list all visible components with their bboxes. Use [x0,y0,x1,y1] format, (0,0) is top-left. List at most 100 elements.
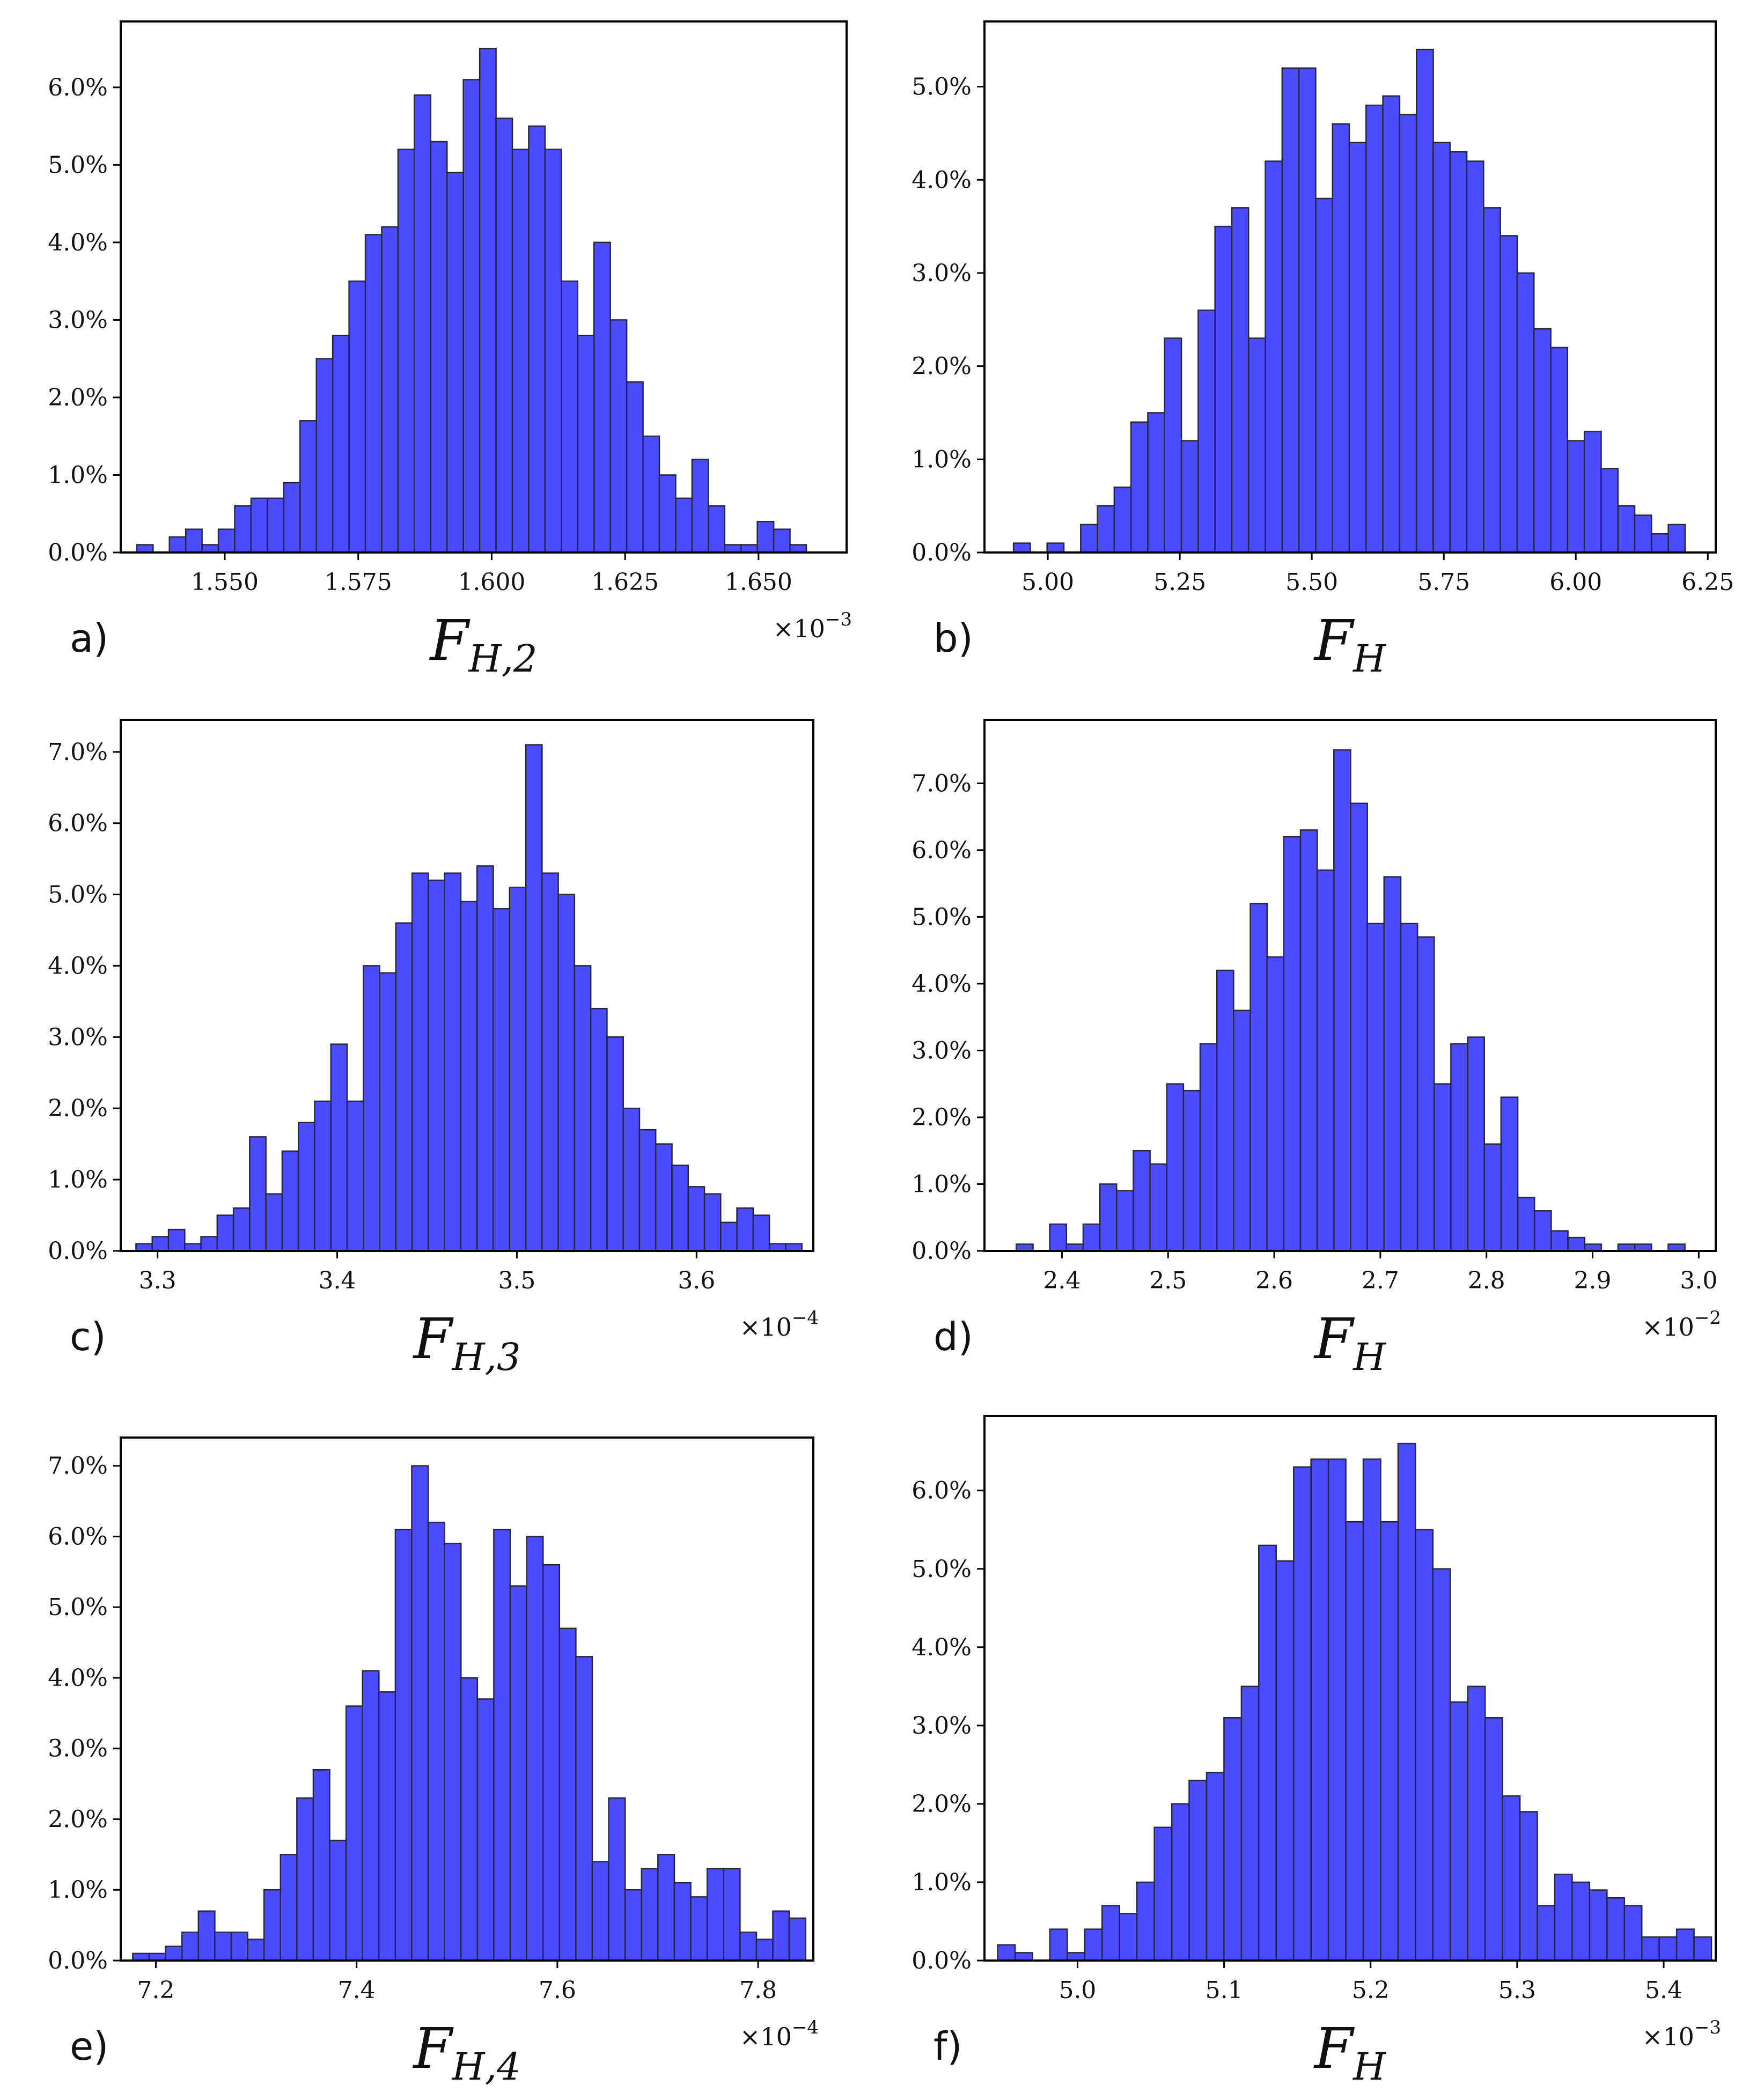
histogram-bar [1188,1779,1208,1962]
x-offset-label: ×10−4 [740,2017,819,2051]
histogram-bar [197,1910,216,1962]
x-offset-exponent: −3 [1694,2017,1721,2038]
histogram-bar [1550,1230,1569,1252]
histogram-bar [1240,1685,1260,1962]
x-axis-label-main: F [412,1306,454,1372]
histogram-bar [509,887,527,1252]
y-tick-label: 4.0% [912,1634,972,1661]
histogram-bar [558,1627,577,1962]
histogram-bar [1567,1236,1585,1252]
histogram-bar [216,1214,234,1252]
panel-e: 0.0% 1.0% 2.0% 3.0% 4.0% 5.0% 6.0% 7.0% 7.2 7.4 7.… [48,1436,819,2089]
histogram-bar [1153,1826,1173,1962]
x-tick-label: 3.4 [319,1267,356,1294]
histogram-bar [673,1882,692,1962]
histogram-bar [638,1129,657,1252]
histogram-bar [249,1136,267,1252]
y-tick-label: 0.0% [48,1947,108,1974]
histogram-bar [1365,105,1384,554]
histogram-bar [263,1889,282,1962]
x-axis-label: FH [1313,608,1387,681]
y-tick-label: 6.0% [48,1523,108,1550]
y-tick-label: 0.0% [912,539,972,566]
histogram-bar [1467,1685,1486,1962]
axes-frame [120,20,848,554]
histogram-bar [460,901,478,1252]
histogram-bar [493,1529,511,1962]
histogram-bar [1366,923,1385,1252]
histogram-bar [687,1186,705,1252]
y-tick-label: 0.0% [912,1947,972,1974]
y-tick-label: 6.0% [912,837,972,864]
x-axis-label-subscript: H,2 [468,637,538,681]
histogram-bar [541,872,559,1252]
histogram-bar [591,1861,609,1962]
x-axis-label: FH [1313,2016,1387,2089]
x-tick-label: 5.2 [1352,1977,1390,2004]
x-offset-label: ×10−3 [1642,2017,1721,2051]
histogram-bar [444,872,462,1252]
histogram-bar [690,1896,708,1962]
histogram-bar [296,1797,314,1962]
histogram-bar [234,505,252,554]
histogram-bar [414,94,432,554]
histogram-bar [1082,1223,1101,1252]
y-tick-label: 6.0% [912,1477,972,1505]
histogram-bar [1449,151,1468,554]
histogram-bar [1133,1150,1151,1252]
histogram-bar [345,1705,363,1962]
panel-b: 0.0% 1.0% 2.0% 3.0% 4.0% 5.0% 5.00 5.25 5.50 5.75… [912,20,1734,681]
x-offset-label: ×10−2 [1642,1307,1721,1342]
x-tick-label: 7.4 [338,1977,376,2004]
histogram-bar [1399,114,1417,554]
histogram-bar [544,149,562,554]
y-tick-label: 6.0% [48,810,108,837]
histogram-bar [185,528,203,554]
histogram-bar [1116,1190,1134,1252]
histogram-bar [1516,272,1535,554]
histogram-bar [1327,1458,1347,1962]
y-tick-label: 1.0% [48,461,108,489]
x-tick-label: 2.6 [1255,1267,1293,1294]
histogram-bar [1097,505,1115,554]
histogram-bar [1049,1928,1068,1962]
histogram-bar [1517,1197,1535,1252]
y-tick-label: 5.0% [912,1556,972,1583]
x-axis-label-subscript: H [1352,2045,1387,2089]
histogram-bar [1231,207,1249,554]
histogram-bar [561,280,579,554]
histogram-bar [577,335,595,554]
histogram-bar [1554,1874,1573,1962]
y-tick-label: 3.0% [912,260,972,287]
histogram-bar [1397,1442,1416,1962]
histogram-bar [1623,1905,1643,1962]
histogram-bar [1180,440,1199,554]
y-tick-label: 5.0% [48,151,108,179]
histogram-bar [493,908,511,1252]
y-tick-label: 4.0% [48,229,108,256]
histogram-bar [250,497,268,554]
histogram-bar [1084,1928,1103,1962]
histogram-bar [724,544,742,554]
histogram-bar [362,1670,380,1962]
axes-frame [983,1415,1717,1962]
histogram-bar [395,922,413,1252]
panel-c: 0.0% 1.0% 2.0% 3.0% 4.0% 5.0% 6.0% 7.0% 3.3 3.4 3.… [48,719,819,1379]
histogram-bar [608,1797,626,1962]
histogram-bar [1310,1458,1329,1962]
histogram-bar [606,1036,624,1252]
histogram-bar [542,1564,561,1962]
histogram-bar [1298,67,1317,554]
y-tick-label: 2.0% [912,1104,972,1131]
histogram-bar [247,1939,265,1962]
y-tick-label: 1.0% [48,1876,108,1904]
histogram-bar [528,125,546,554]
histogram-bar [1519,1811,1538,1962]
histogram-bar [655,1143,673,1252]
histogram-bar [773,528,791,554]
y-tick-label: 3.0% [912,1037,972,1064]
y-tick-label: 0.0% [912,1237,972,1265]
x-tick-label: 5.3 [1498,1977,1536,2004]
x-axis-label-main: F [412,2016,454,2081]
histogram-bar [1119,1913,1138,1962]
